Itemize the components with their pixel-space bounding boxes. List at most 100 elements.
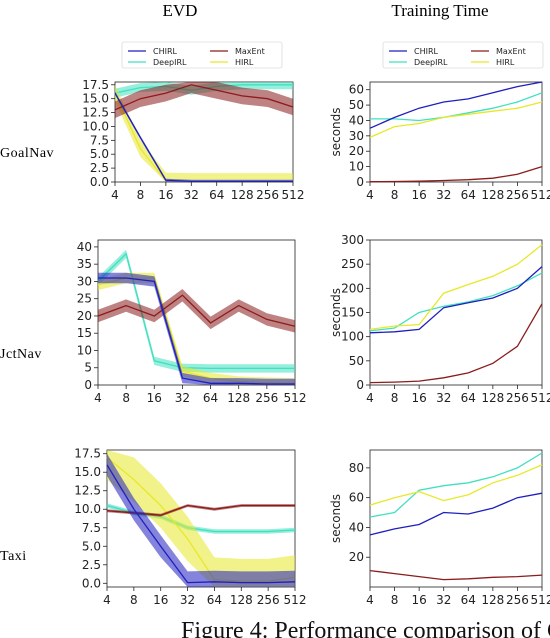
y-tick-label: 0.0	[90, 175, 109, 189]
x-tick-label: 16	[412, 391, 427, 405]
x-tick-label: 128	[231, 188, 254, 202]
legend-label-maxent: MaxEnt	[235, 47, 265, 56]
plot-frame	[369, 81, 543, 183]
x-tick-label: 8	[391, 391, 399, 405]
x-tick-label: 16	[412, 188, 427, 202]
y-tick-label: 100	[341, 330, 364, 344]
legend-label-chirl: CHIRL	[153, 47, 178, 56]
y-tick-label: 30	[349, 129, 364, 143]
y-tick-label: 7.5	[90, 133, 109, 147]
y-tick-label: 15	[77, 326, 92, 340]
x-tick-label: 512	[282, 188, 305, 202]
x-tick-label: 4	[366, 188, 374, 202]
x-tick-label: 512	[284, 593, 307, 607]
x-tick-label: 32	[180, 593, 195, 607]
y-axis-label: seconds	[329, 288, 343, 337]
x-tick-label: 4	[111, 188, 119, 202]
x-tick-label: 256	[506, 391, 529, 405]
y-tick-label: 40	[77, 240, 92, 254]
band-maxent	[115, 82, 293, 119]
y-tick-label: 15.0	[82, 92, 109, 106]
x-tick-label: 64	[209, 188, 224, 202]
x-tick-label: 64	[203, 391, 218, 405]
y-tick-label: 12.5	[82, 106, 109, 120]
y-tick-label: 5	[84, 361, 92, 375]
x-tick-label: 4	[366, 593, 374, 607]
series-line-deepirl	[97, 252, 295, 370]
series-line-maxent	[369, 569, 543, 581]
y-tick-label: 5.0	[90, 147, 109, 161]
legend: CHIRL MaxEnt DeepIRL HIRL	[121, 41, 283, 69]
x-tick-label: 256	[255, 391, 278, 405]
series-line-chirl	[369, 81, 543, 129]
x-tick-label: 32	[436, 188, 451, 202]
x-tick-label: 8	[391, 188, 399, 202]
series-line-chirl	[369, 266, 543, 334]
x-tick-label: 128	[481, 188, 504, 202]
band-maxent	[98, 289, 295, 333]
legend-label-deepirl: DeepIRL	[153, 58, 187, 67]
band-hirl	[107, 450, 295, 587]
series-line-maxent	[369, 303, 543, 384]
x-tick-label: 512	[531, 188, 550, 202]
x-tick-label: 64	[461, 391, 476, 405]
row-label-taxi: Taxi	[0, 549, 27, 564]
x-tick-label: 512	[531, 593, 550, 607]
series-line-hirl	[369, 464, 543, 506]
y-tick-label: 10.0	[74, 502, 101, 516]
series-line-maxent	[114, 84, 294, 111]
y-tick-label: 300	[341, 233, 364, 247]
jctnav-evd-chart: 4 8 16 32 64 128 256 512 0 5 10 15 20 25 30 35 40	[77, 239, 306, 405]
series-line-maxent	[97, 294, 296, 327]
series-line-chirl	[106, 464, 296, 584]
y-tick-label: 2.5	[82, 558, 101, 572]
x-tick-label: 128	[481, 391, 504, 405]
y-tick-label: 2.5	[90, 161, 109, 175]
x-tick-label: 64	[461, 188, 476, 202]
x-tick-label: 256	[256, 188, 279, 202]
x-tick-label: 128	[230, 593, 253, 607]
series-line-deepirl	[370, 92, 543, 122]
x-tick-label: 4	[103, 593, 111, 607]
x-tick-label: 32	[436, 593, 451, 607]
x-tick-label: 16	[153, 593, 168, 607]
x-tick-label: 4	[366, 391, 374, 405]
x-tick-label: 4	[94, 391, 102, 405]
y-tick-label: 250	[341, 257, 364, 271]
x-tick-label: 16	[147, 391, 162, 405]
x-tick-label: 256	[257, 593, 280, 607]
y-tick-label: 0	[356, 378, 364, 392]
legend-label-hirl: HIRL	[235, 58, 254, 67]
series-line-hirl	[369, 244, 543, 331]
y-tick-label: 12.5	[74, 484, 101, 498]
legend-label-maxent: MaxEnt	[496, 47, 526, 56]
x-tick-label: 128	[227, 391, 250, 405]
x-tick-label: 256	[506, 593, 529, 607]
plot-frame	[369, 239, 543, 386]
series-line-deepirl	[369, 452, 543, 518]
band-maxent	[107, 504, 295, 517]
column-header-evd: EVD	[163, 1, 198, 20]
figure-caption: Figure 4: Performance comparison of CHIR…	[181, 618, 550, 638]
legend-box	[121, 41, 283, 69]
x-tick-label: 16	[158, 188, 173, 202]
x-tick-label: 32	[184, 188, 199, 202]
y-tick-label: 7.5	[82, 521, 101, 535]
row-label-goalnav: GoalNav	[0, 146, 54, 161]
goalnav-evd-chart: 4 8 16 32 64 128 256 512 0.02.55.07.510.012.515.…	[82, 41, 305, 202]
y-tick-label: 10.0	[82, 119, 109, 133]
y-tick-label: 20	[77, 309, 92, 323]
y-tick-label: 50	[349, 354, 364, 368]
x-tick-label: 512	[531, 391, 550, 405]
row-label-jctnav: JctNav	[0, 347, 42, 362]
legend-box	[382, 41, 544, 69]
legend: CHIRL MaxEnt DeepIRL HIRL	[382, 41, 544, 69]
chart-panels: 4 8 16 32 64 128 256 5120.02.55.07.510.012.515.…	[74, 41, 550, 607]
y-tick-label: 15.0	[74, 465, 101, 479]
series-line-chirl	[369, 492, 543, 536]
x-tick-label: 64	[461, 593, 476, 607]
x-tick-label: 8	[122, 391, 130, 405]
series-line-chirl	[114, 92, 293, 183]
plot-frame	[369, 449, 543, 588]
